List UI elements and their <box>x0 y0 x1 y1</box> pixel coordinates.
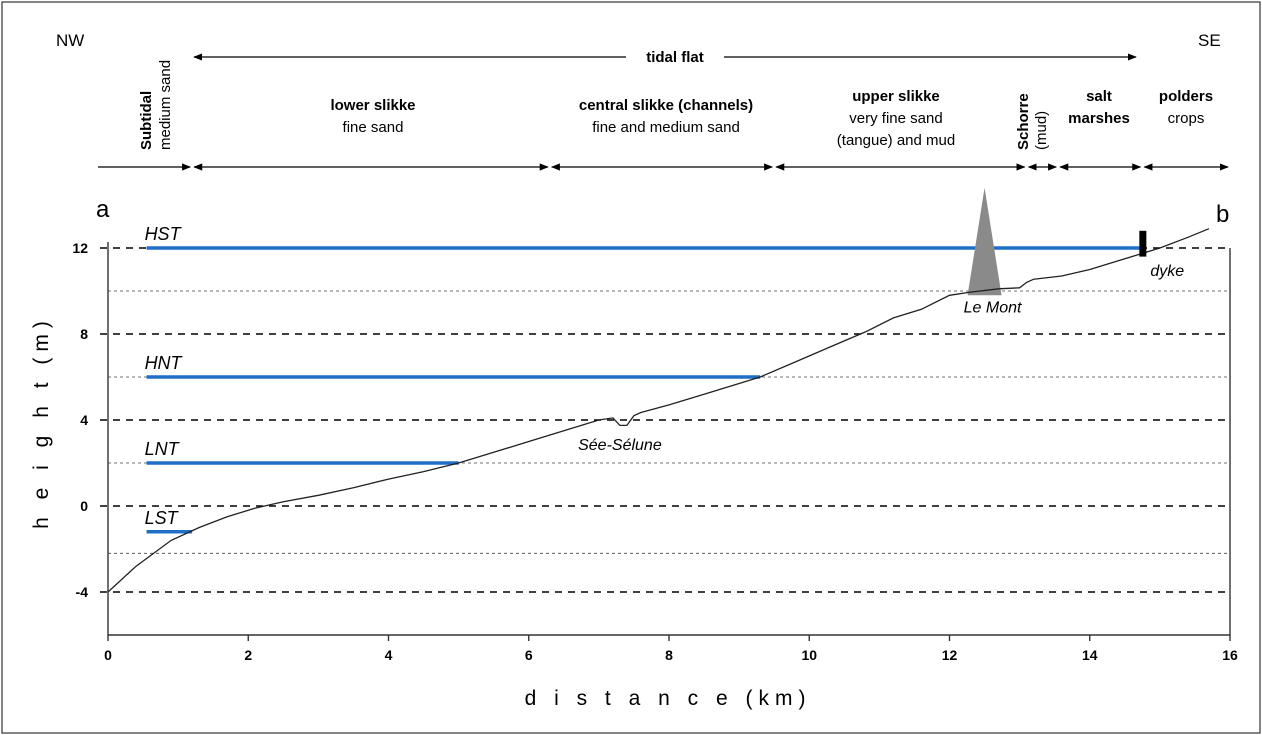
y-tick-label: 4 <box>80 412 88 428</box>
zone-upper-slikke-desc-1: very fine sand <box>849 110 942 127</box>
point-b-label: b <box>1216 201 1229 228</box>
x-tick-label: 16 <box>1222 647 1238 663</box>
y-tick-label: 12 <box>72 240 88 256</box>
x-tick-label: 4 <box>385 647 393 663</box>
y-tick-label: 0 <box>80 498 88 514</box>
subtidal-sublabel: medium sand <box>157 60 174 150</box>
profile-group <box>107 228 1210 593</box>
nw-label: NW <box>56 31 84 50</box>
tidal-flat-label: tidal flat <box>646 49 704 66</box>
zone-polders-desc: crops <box>1168 110 1205 127</box>
tidal-flat-label-bg <box>626 45 724 67</box>
x-tick-label: 10 <box>801 647 817 663</box>
le-mont-icon <box>967 187 1002 296</box>
zone-central-slikke-title: central slikke (channels) <box>579 97 753 114</box>
x-tick-label: 12 <box>942 647 958 663</box>
subtidal-label: Subtidal <box>138 91 155 150</box>
zone-lower-slikke-title: lower slikke <box>330 97 415 114</box>
gridlines <box>100 247 1230 593</box>
see-selune-label: Sée-Sélune <box>578 437 662 454</box>
tide-level-label: HNT <box>145 353 184 373</box>
zone-salt-marshes-desc: marshes <box>1068 110 1130 127</box>
tide-level-label: LST <box>145 508 180 528</box>
dyke-label: dyke <box>1150 263 1184 280</box>
tide-level-label: LNT <box>145 439 181 459</box>
y-tick-label: 8 <box>80 326 88 342</box>
dyke-group <box>1139 230 1147 257</box>
x-tick-label: 8 <box>665 647 673 663</box>
zone-upper-slikke-desc-2: (tangue) and mud <box>837 132 955 149</box>
zone-salt-marshes-title: salt <box>1086 88 1112 105</box>
le-mont-group <box>967 187 1002 296</box>
tide-levels: HST HNT LNT LST <box>145 224 1146 534</box>
zone-central-slikke-desc: fine and medium sand <box>592 119 740 136</box>
schorre-sublabel: (mud) <box>1033 111 1050 150</box>
se-label: SE <box>1198 31 1221 50</box>
y-axis-title: h e i g h t (m) <box>30 315 53 529</box>
zone-upper-slikke-title: upper slikke <box>852 88 940 105</box>
x-tick-label: 2 <box>244 647 252 663</box>
dyke-marker <box>1139 230 1147 257</box>
elevation-profile <box>107 228 1210 593</box>
x-tick-label: 14 <box>1082 647 1098 663</box>
tide-level-label: HST <box>145 224 183 244</box>
ticks: 0 2 4 6 8 10 12 14 16 12 8 4 0 -4 <box>72 240 1238 663</box>
feature-labels: Sée-Sélune Le Mont dyke <box>578 263 1184 454</box>
point-a-label: a <box>96 196 110 223</box>
zone-lower-slikke-desc: fine sand <box>343 119 404 136</box>
x-tick-label: 6 <box>525 647 533 663</box>
x-axis-title: d i s t a n c e (km) <box>525 687 812 710</box>
x-tick-label: 0 <box>104 647 112 663</box>
schorre-label: Schorre <box>1015 93 1032 150</box>
zone-polders-title: polders <box>1159 88 1213 105</box>
axes <box>107 242 1231 636</box>
y-tick-label: -4 <box>76 584 89 600</box>
le-mont-label: Le Mont <box>964 300 1022 317</box>
